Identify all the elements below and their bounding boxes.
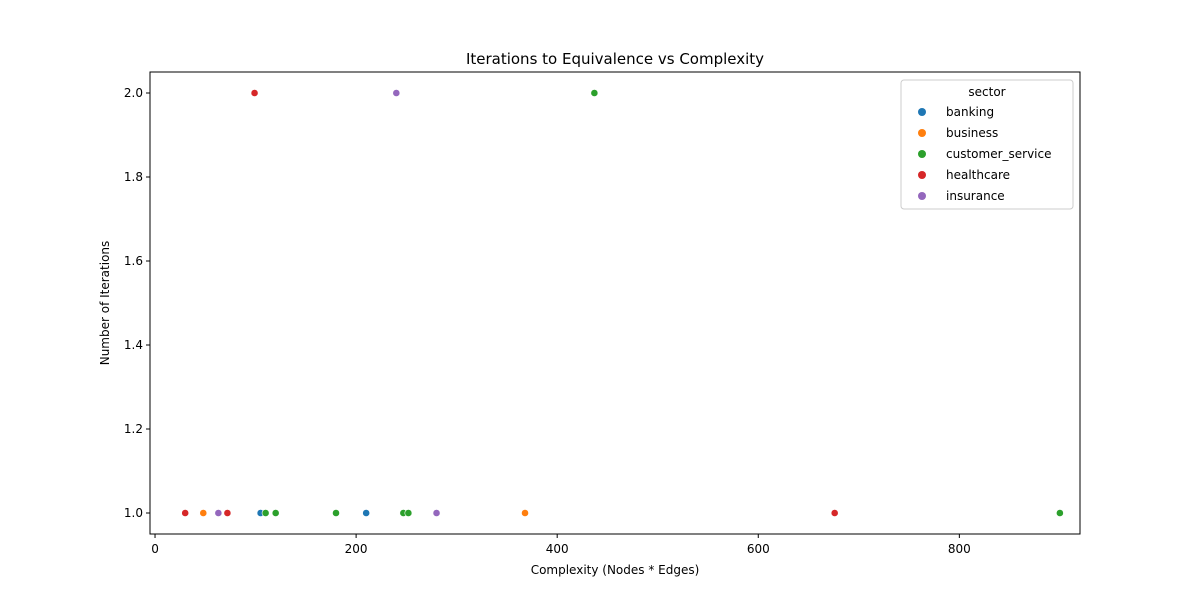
legend-label-insurance: insurance xyxy=(946,189,1005,203)
data-point-healthcare xyxy=(250,89,259,97)
x-axis: 0 200 400 600 800 xyxy=(151,534,971,556)
y-tick-label: 1.2 xyxy=(124,422,143,436)
legend-marker-healthcare xyxy=(918,171,926,179)
y-tick-label: 2.0 xyxy=(124,86,143,100)
x-tick-label: 400 xyxy=(546,542,569,556)
data-point-business xyxy=(521,509,529,517)
x-tick-label: 0 xyxy=(151,542,159,556)
chart-title: Iterations to Equivalence vs Complexity xyxy=(466,50,764,68)
legend-title: sector xyxy=(968,85,1005,99)
legend-marker-insurance xyxy=(918,192,926,200)
legend-label-healthcare: healthcare xyxy=(946,168,1010,182)
legend-label-customer-service: customer_service xyxy=(946,147,1052,161)
data-point-insurance xyxy=(392,89,401,97)
data-points xyxy=(181,89,1064,517)
legend-marker-banking xyxy=(918,108,926,116)
x-axis-label: Complexity (Nodes * Edges) xyxy=(531,563,700,577)
plot-frame xyxy=(149,71,1081,535)
x-tick-label: 200 xyxy=(345,542,368,556)
legend-label-business: business xyxy=(946,126,998,140)
data-point-banking xyxy=(362,509,371,517)
data-point-insurance xyxy=(214,509,223,517)
data-point-business xyxy=(199,509,208,517)
data-point-customer-service xyxy=(590,89,599,97)
legend-marker-customer-service xyxy=(918,150,926,158)
data-point-customer-service xyxy=(271,509,280,517)
data-point-healthcare xyxy=(830,509,839,517)
x-tick-label: 600 xyxy=(747,542,770,556)
plot-area xyxy=(149,71,1081,535)
data-point-customer-service xyxy=(1055,509,1064,517)
data-point-customer-service xyxy=(332,509,340,517)
y-tick-label: 1.0 xyxy=(124,506,143,520)
y-axis-label: Number of Iterations xyxy=(98,241,112,366)
legend-box xyxy=(900,79,1074,210)
data-point-insurance xyxy=(432,509,441,517)
legend-label-banking: banking xyxy=(946,105,994,119)
legend: sector banking business customer_servicehe… xyxy=(900,79,1074,210)
x-tick-label: 800 xyxy=(948,542,971,556)
data-point-customer-service xyxy=(404,509,413,517)
y-tick-label: 1.8 xyxy=(124,170,143,184)
legend-marker-business xyxy=(918,129,926,137)
y-tick-label: 1.6 xyxy=(124,254,143,268)
y-axis: 1.0 1.2 1.4 1.6 1.8 2.0 xyxy=(124,86,150,520)
data-point-healthcare xyxy=(181,509,190,517)
data-point-customer-service xyxy=(261,509,270,517)
y-tick-label: 1.4 xyxy=(124,338,143,352)
data-point-healthcare xyxy=(223,509,232,517)
